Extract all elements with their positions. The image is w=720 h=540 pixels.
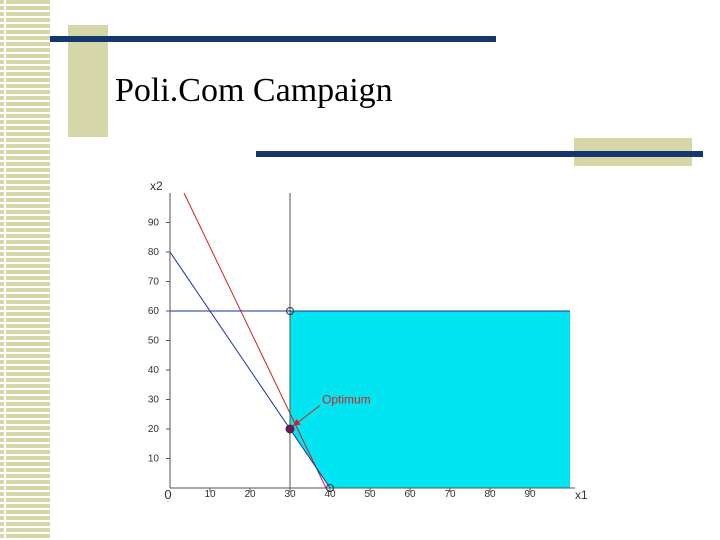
x-tick-label: 30 [284, 489, 296, 500]
decorative-top-bar [50, 36, 496, 42]
decorative-stripe-border [0, 0, 50, 540]
y-tick-label: 60 [148, 306, 160, 317]
x-tick-label: 20 [244, 489, 256, 500]
y-tick-label: 40 [148, 365, 160, 376]
constraint-line [169, 251, 331, 489]
y-tick-label: 20 [148, 424, 160, 435]
feasible-region [290, 311, 570, 488]
y-tick-label: 90 [148, 218, 160, 229]
x-tick-label: 70 [444, 489, 456, 500]
optimum-point [285, 424, 295, 434]
optimum-label: Optimum [322, 393, 371, 407]
y-tick-label: 70 [148, 277, 160, 288]
y-tick-label: 80 [148, 247, 160, 258]
optimum-arrow-head [293, 418, 301, 426]
decorative-mid-bar [256, 151, 703, 157]
corner-point [286, 307, 294, 315]
x-tick-label: 40 [324, 489, 336, 500]
x-tick-label: 90 [524, 489, 536, 500]
y-tick-label: 10 [148, 454, 160, 465]
y-tick-label: 50 [148, 336, 160, 347]
corner-point [326, 484, 334, 492]
x-tick-label: 10 [204, 489, 216, 500]
decorative-tan-block-left [68, 25, 108, 137]
x-tick-label: 80 [484, 489, 496, 500]
y-axis-label: x2 [150, 179, 163, 193]
x-tick-label: 0 [164, 487, 171, 502]
x-axis-label: x1 [575, 488, 588, 502]
slide-title: Poli.Com Campaign [115, 72, 393, 109]
y-tick-label: 30 [148, 395, 160, 406]
x-tick-label: 50 [364, 489, 376, 500]
constraint-line [183, 192, 327, 489]
x-tick-label: 60 [404, 489, 416, 500]
